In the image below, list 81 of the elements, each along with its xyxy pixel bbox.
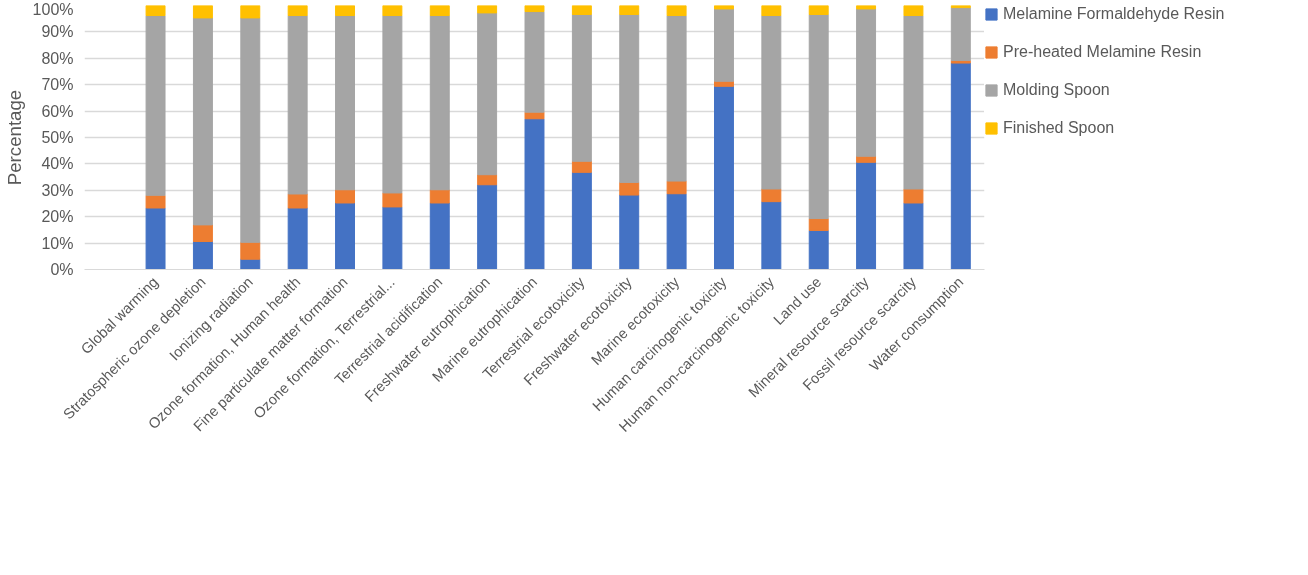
bar <box>335 189 355 204</box>
bar <box>856 161 877 270</box>
bar <box>145 15 166 196</box>
bar <box>145 5 166 17</box>
bar <box>287 15 308 195</box>
bar <box>240 241 261 260</box>
bar <box>240 5 261 19</box>
bar <box>524 118 545 270</box>
bar <box>714 85 734 270</box>
bar <box>429 5 450 17</box>
bar <box>287 207 308 270</box>
bar <box>950 7 971 61</box>
bar <box>619 194 640 270</box>
y-tick-label: 90% <box>41 23 74 41</box>
legend-label: Molding Spoon <box>1003 81 1110 99</box>
bar <box>571 13 592 162</box>
bar <box>524 5 545 13</box>
bar <box>192 241 213 270</box>
bar <box>429 15 450 191</box>
bar <box>950 62 971 270</box>
y-tick-label: 40% <box>41 155 74 173</box>
bar <box>714 8 734 82</box>
y-tick-label: 80% <box>41 49 74 67</box>
bar <box>903 202 924 270</box>
legend-label: Melamine Formaldehyde Resin <box>1003 5 1225 23</box>
y-tick-label: 0% <box>50 261 74 278</box>
bar <box>571 5 592 15</box>
bar <box>192 17 213 226</box>
bar <box>287 5 308 17</box>
bar <box>145 194 166 209</box>
bar <box>429 202 450 270</box>
legend-label: Pre-heated Melamine Resin <box>1003 43 1202 61</box>
y-tick-label: 20% <box>41 208 74 226</box>
bar <box>240 17 261 243</box>
bar <box>761 5 782 17</box>
y-tick-label: 100% <box>32 0 74 18</box>
bar <box>761 15 782 190</box>
bar <box>335 15 355 191</box>
y-tick-label: 30% <box>41 181 74 199</box>
bar <box>808 5 829 15</box>
bar <box>666 193 687 270</box>
bar <box>287 193 308 209</box>
y-tick-label: 50% <box>41 129 74 146</box>
y-tick-label: 70% <box>41 76 74 94</box>
bar <box>571 171 592 270</box>
legend-label: Finished Spoon <box>1003 119 1115 137</box>
bar <box>477 174 498 186</box>
bar <box>856 5 877 10</box>
bar <box>477 184 498 270</box>
bar <box>571 160 592 173</box>
bar <box>619 181 640 196</box>
bar <box>619 5 640 15</box>
bar <box>761 201 782 270</box>
bar <box>714 5 734 10</box>
bar <box>477 12 498 176</box>
bar <box>903 15 924 190</box>
bar <box>666 15 687 182</box>
bar <box>808 229 829 270</box>
y-axis-title: Percentage <box>3 89 25 186</box>
bar <box>808 13 829 220</box>
bar <box>619 13 640 183</box>
bar <box>856 8 877 157</box>
bar <box>524 11 545 113</box>
bar <box>429 189 450 204</box>
bar <box>335 202 355 270</box>
bar <box>192 5 213 19</box>
bar <box>335 5 355 17</box>
bar <box>808 218 829 231</box>
bar <box>382 206 403 270</box>
bar <box>903 188 924 204</box>
y-tick-label: 10% <box>41 234 74 252</box>
bar <box>666 180 687 195</box>
bar <box>903 5 924 17</box>
bar <box>382 5 403 17</box>
bar <box>145 207 166 270</box>
y-tick-label: 60% <box>41 102 74 120</box>
bar <box>666 5 687 17</box>
bar <box>382 15 403 194</box>
bar <box>477 5 498 14</box>
bar <box>192 224 213 243</box>
bar <box>382 192 403 208</box>
